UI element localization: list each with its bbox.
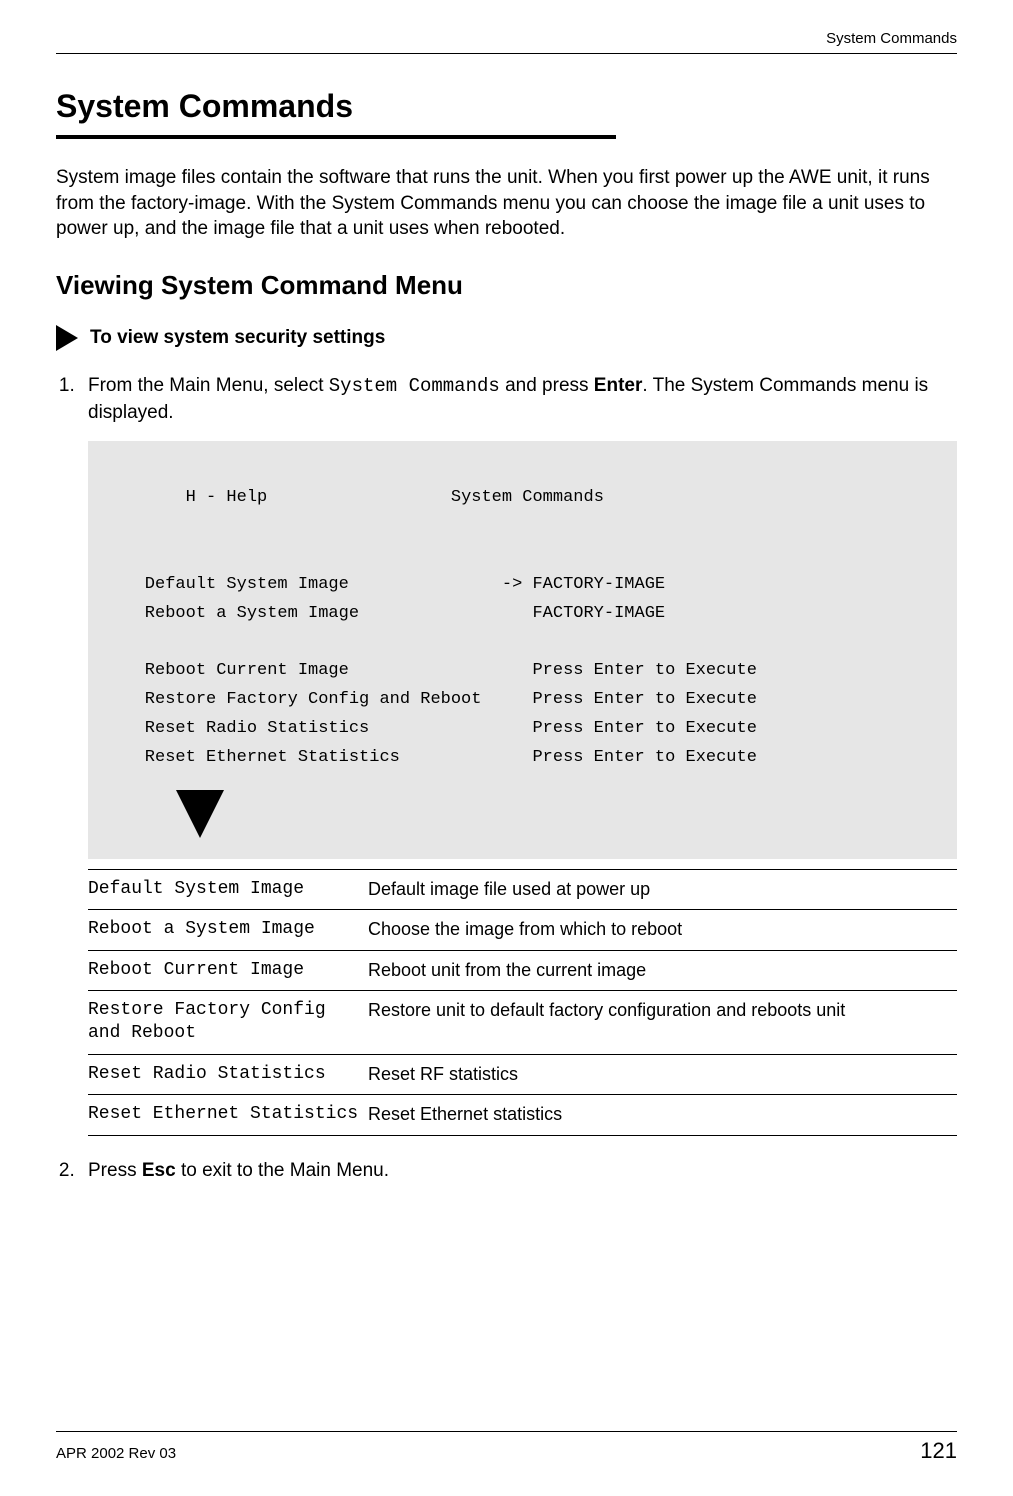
step-1-text-mid: and press (500, 375, 594, 396)
page-footer: APR 2002 Rev 03 121 (56, 1431, 957, 1464)
task-heading: To view system security settings (56, 325, 957, 351)
step-2: Press Esc to exit to the Main Menu. (80, 1158, 957, 1184)
running-head: System Commands (56, 30, 957, 54)
table-row: Reboot Current Image Reboot unit from th… (88, 951, 957, 991)
step-1-code: System Commands (329, 375, 500, 397)
table-row: Reset Radio Statistics Reset RF statisti… (88, 1055, 957, 1095)
def-desc: Reboot unit from the current image (368, 959, 646, 982)
step-2-text-suffix: to exit to the Main Menu. (176, 1160, 389, 1181)
task-heading-label: To view system security settings (90, 327, 385, 349)
def-desc: Default image file used at power up (368, 878, 650, 901)
step-2-text-prefix: Press (88, 1160, 142, 1181)
def-term: Default System Image (88, 878, 368, 901)
page-title: System Commands (56, 88, 957, 125)
def-desc: Restore unit to default factory configur… (368, 999, 845, 1046)
def-term: Restore Factory Config and Reboot (88, 999, 368, 1046)
def-desc: Reset Ethernet statistics (368, 1103, 562, 1126)
step-1-text-prefix: From the Main Menu, select (88, 375, 329, 396)
footer-left: APR 2002 Rev 03 (56, 1445, 176, 1462)
def-term: Reboot Current Image (88, 959, 368, 982)
section-subtitle: Viewing System Command Menu (56, 270, 957, 301)
terminal-screenshot: H - Help System Commands Default System … (88, 441, 957, 859)
def-desc: Reset RF statistics (368, 1063, 518, 1086)
table-row: Reset Ethernet Statistics Reset Ethernet… (88, 1095, 957, 1134)
definitions-table: Default System Image Default image file … (88, 869, 957, 1136)
def-term: Reset Ethernet Statistics (88, 1103, 368, 1126)
table-row: Restore Factory Config and Reboot Restor… (88, 991, 957, 1055)
arrow-down-icon (74, 761, 224, 879)
steps-list: From the Main Menu, select System Comman… (56, 373, 957, 1183)
title-rule (56, 135, 616, 139)
terminal-text: H - Help System Commands Default System … (104, 488, 757, 767)
def-desc: Choose the image from which to reboot (368, 918, 682, 941)
table-row: Reboot a System Image Choose the image f… (88, 910, 957, 950)
step-1: From the Main Menu, select System Comman… (80, 373, 957, 1136)
step-2-key: Esc (142, 1160, 176, 1181)
page: System Commands System Commands System i… (0, 0, 1013, 1496)
def-term: Reboot a System Image (88, 918, 368, 941)
def-term: Reset Radio Statistics (88, 1063, 368, 1086)
arrow-right-icon (56, 325, 78, 351)
intro-paragraph: System image files contain the software … (56, 165, 957, 242)
page-number: 121 (920, 1438, 957, 1464)
step-1-key: Enter (594, 375, 643, 396)
